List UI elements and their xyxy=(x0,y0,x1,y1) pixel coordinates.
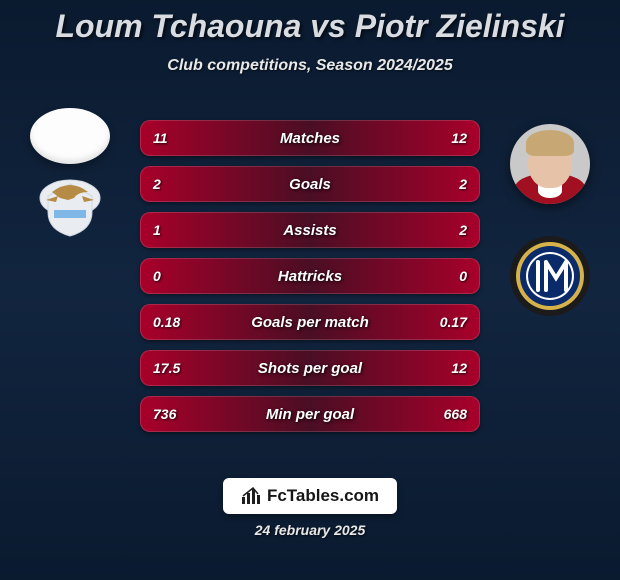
lazio-badge-icon xyxy=(38,178,102,238)
stat-label: Goals xyxy=(193,176,427,193)
stat-left: 736 xyxy=(153,406,193,422)
stat-row-goals: 2 Goals 2 xyxy=(140,166,480,202)
stat-label: Assists xyxy=(193,222,427,239)
stat-right: 12 xyxy=(427,360,467,376)
stat-left: 17.5 xyxy=(153,360,193,376)
stat-row-min-per-goal: 736 Min per goal 668 xyxy=(140,396,480,432)
site-logo-text: FcTables.com xyxy=(267,486,379,506)
stat-right: 2 xyxy=(427,222,467,238)
inter-badge-icon xyxy=(508,234,592,318)
page-title: Loum Tchaouna vs Piotr Zielinski xyxy=(0,0,620,45)
stat-right: 668 xyxy=(427,406,467,422)
stat-label: Min per goal xyxy=(193,406,427,423)
stat-left: 0.18 xyxy=(153,314,193,330)
comparison-stats: 11 Matches 12 2 Goals 2 1 Assists 2 0 Ha… xyxy=(140,120,480,442)
footer: FcTables.com 24 february 2025 xyxy=(0,478,620,538)
club-badge-left xyxy=(38,178,102,238)
page-subtitle: Club competitions, Season 2024/2025 xyxy=(0,57,620,75)
stat-row-shots-per-goal: 17.5 Shots per goal 12 xyxy=(140,350,480,386)
player-right-avatar xyxy=(510,124,590,204)
stat-label: Goals per match xyxy=(193,314,427,331)
stat-row-matches: 11 Matches 12 xyxy=(140,120,480,156)
stat-left: 2 xyxy=(153,176,193,192)
stat-left: 1 xyxy=(153,222,193,238)
stat-right: 12 xyxy=(427,130,467,146)
footer-date: 24 february 2025 xyxy=(255,522,366,538)
club-badge-right xyxy=(508,234,592,318)
stat-label: Hattricks xyxy=(193,268,427,285)
player-left-avatar xyxy=(30,108,110,164)
stat-row-hattricks: 0 Hattricks 0 xyxy=(140,258,480,294)
stat-label: Shots per goal xyxy=(193,360,427,377)
stat-right: 0.17 xyxy=(427,314,467,330)
hair-shape xyxy=(526,130,574,156)
stat-right: 0 xyxy=(427,268,467,284)
barchart-icon xyxy=(241,487,261,505)
site-logo[interactable]: FcTables.com xyxy=(223,478,397,514)
stat-label: Matches xyxy=(193,130,427,147)
stat-row-assists: 1 Assists 2 xyxy=(140,212,480,248)
stat-right: 2 xyxy=(427,176,467,192)
stat-left: 0 xyxy=(153,268,193,284)
stat-left: 11 xyxy=(153,130,193,146)
stat-row-goals-per-match: 0.18 Goals per match 0.17 xyxy=(140,304,480,340)
